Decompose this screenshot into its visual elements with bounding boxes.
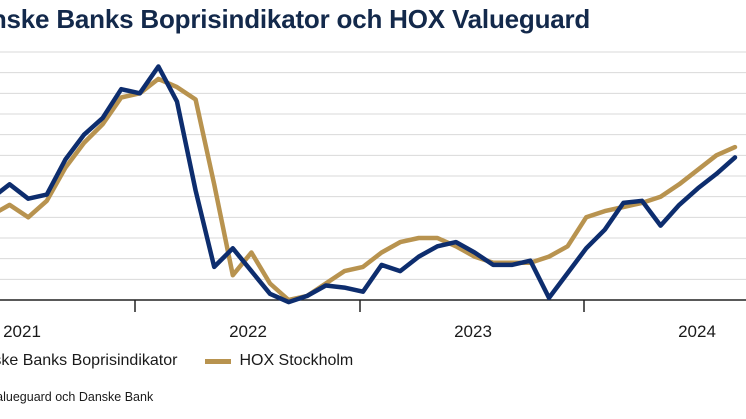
data-series [0, 67, 735, 303]
x-tick-label: 2021 [3, 322, 41, 341]
x-tick-label: 2022 [229, 322, 267, 341]
legend-label-danske: Danske Banks Boprisindikator [0, 352, 177, 370]
legend-item-danske: Danske Banks Boprisindikator [0, 352, 177, 370]
legend: Danske Banks Boprisindikator HOX Stockho… [0, 352, 353, 370]
x-tick-label: 2024 [678, 322, 716, 341]
legend-item-hox: HOX Stockholm [205, 352, 353, 370]
legend-swatch-hox [205, 359, 231, 364]
x-axis-ticks: 2021 2022 2023 2024 [3, 300, 716, 341]
source-note: Källa: Valueguard och Danske Bank [0, 390, 153, 404]
x-tick-label: 2023 [454, 322, 492, 341]
series-line-danske [0, 67, 735, 303]
series-line-hox [0, 79, 735, 300]
grid-lines [0, 52, 746, 279]
legend-label-hox: HOX Stockholm [239, 352, 353, 370]
